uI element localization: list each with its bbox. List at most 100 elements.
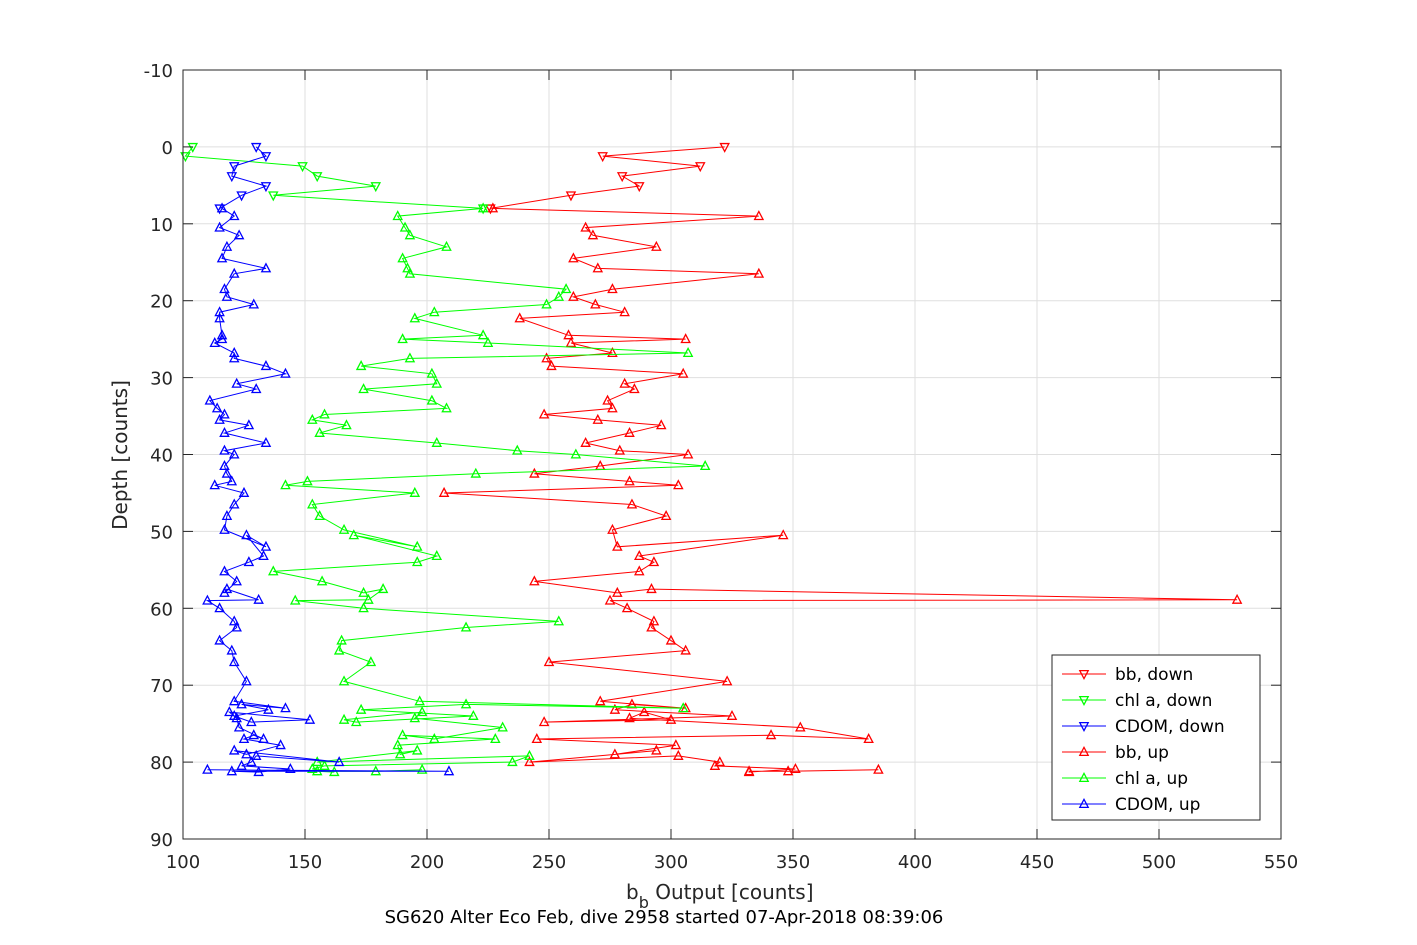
data-point [624, 712, 635, 723]
data-point [680, 333, 691, 344]
data-point [280, 702, 291, 713]
data-point [238, 486, 250, 497]
x-tick-label: 400 [898, 852, 932, 873]
data-point [260, 436, 272, 447]
data-point [233, 721, 245, 732]
data-point [512, 444, 523, 455]
data-point [219, 408, 230, 419]
data-point [214, 602, 225, 613]
x-tick-label: 450 [1020, 852, 1054, 873]
data-point [621, 602, 633, 613]
data-point [531, 733, 543, 744]
data-point [790, 763, 801, 774]
data-point [219, 565, 230, 576]
data-point [314, 426, 325, 437]
data-point [302, 475, 313, 486]
data-point [624, 475, 635, 486]
data-point [497, 721, 508, 732]
data-point [565, 191, 577, 202]
series-line [273, 207, 706, 773]
series-cdom-up [202, 202, 455, 777]
legend-entry: bb, down [1062, 665, 1193, 685]
data-point [665, 634, 677, 645]
data-point [541, 352, 552, 363]
data-point [316, 575, 328, 586]
series-chl-a-up [268, 202, 711, 777]
series-line [184, 146, 484, 209]
data-point [590, 298, 601, 309]
data-point [651, 744, 662, 755]
figure-caption: SG620 Alter Eco Feb, dive 2958 started 0… [385, 907, 944, 928]
data-point [275, 739, 286, 750]
data-point [1231, 593, 1243, 604]
data-point [553, 290, 565, 301]
data-point [404, 352, 416, 363]
data-point [214, 221, 225, 232]
data-point [743, 766, 755, 777]
data-point [219, 283, 230, 294]
data-point [219, 586, 230, 597]
legend-label: chl a, up [1115, 769, 1188, 789]
legend-label: bb, up [1115, 743, 1169, 763]
series-line [219, 146, 268, 209]
data-point [580, 221, 591, 232]
legend-label: chl a, down [1115, 691, 1212, 711]
data-point [214, 306, 225, 317]
data-point [411, 744, 423, 755]
series-line [490, 146, 725, 209]
data-point [231, 575, 242, 586]
data-point [607, 283, 618, 294]
data-point [219, 426, 230, 437]
legend-label: bb, down [1115, 665, 1193, 685]
data-point [228, 744, 240, 755]
y-tick-label: 80 [150, 753, 173, 774]
data-point [365, 656, 377, 667]
data-point [280, 479, 291, 490]
data-point [612, 540, 623, 551]
data-point [228, 709, 240, 720]
data-point [646, 583, 657, 594]
data-point [231, 621, 242, 632]
data-point [602, 394, 613, 405]
x-tick-label: 150 [288, 852, 322, 873]
data-point [248, 298, 260, 309]
data-point [402, 262, 413, 273]
data-point [680, 644, 691, 655]
data-point [348, 529, 360, 540]
data-point [214, 204, 225, 215]
data-point [429, 306, 440, 317]
data-point [280, 367, 291, 378]
data-point [214, 312, 225, 323]
data-point [221, 240, 233, 251]
data-point [873, 763, 884, 774]
data-point [568, 252, 579, 263]
data-point [634, 182, 645, 193]
data-point [392, 739, 403, 750]
data-point [236, 698, 247, 709]
legend-entry: chl a, up [1062, 769, 1188, 789]
y-tick-label: 10 [150, 215, 173, 236]
series-bb-up [438, 202, 1243, 777]
data-point [524, 749, 535, 760]
y-tick-label: -10 [144, 61, 173, 82]
data-point [443, 765, 455, 776]
data-point [248, 729, 260, 740]
data-point [563, 329, 574, 340]
data-point [460, 698, 472, 709]
data-point [268, 565, 279, 576]
data-point [863, 733, 874, 744]
data-point [429, 733, 440, 744]
data-point [607, 523, 618, 534]
data-point [228, 448, 240, 459]
data-point [263, 703, 274, 714]
x-axis-title: bb Output [counts] [626, 880, 814, 912]
data-point [409, 312, 421, 323]
data-point [409, 712, 421, 723]
data-point [560, 283, 572, 294]
x-axis-title-subscript: b [639, 893, 649, 912]
data-point [507, 756, 518, 767]
data-point [377, 583, 389, 594]
data-point [214, 634, 225, 645]
data-point [209, 479, 220, 490]
data-point [236, 759, 247, 770]
